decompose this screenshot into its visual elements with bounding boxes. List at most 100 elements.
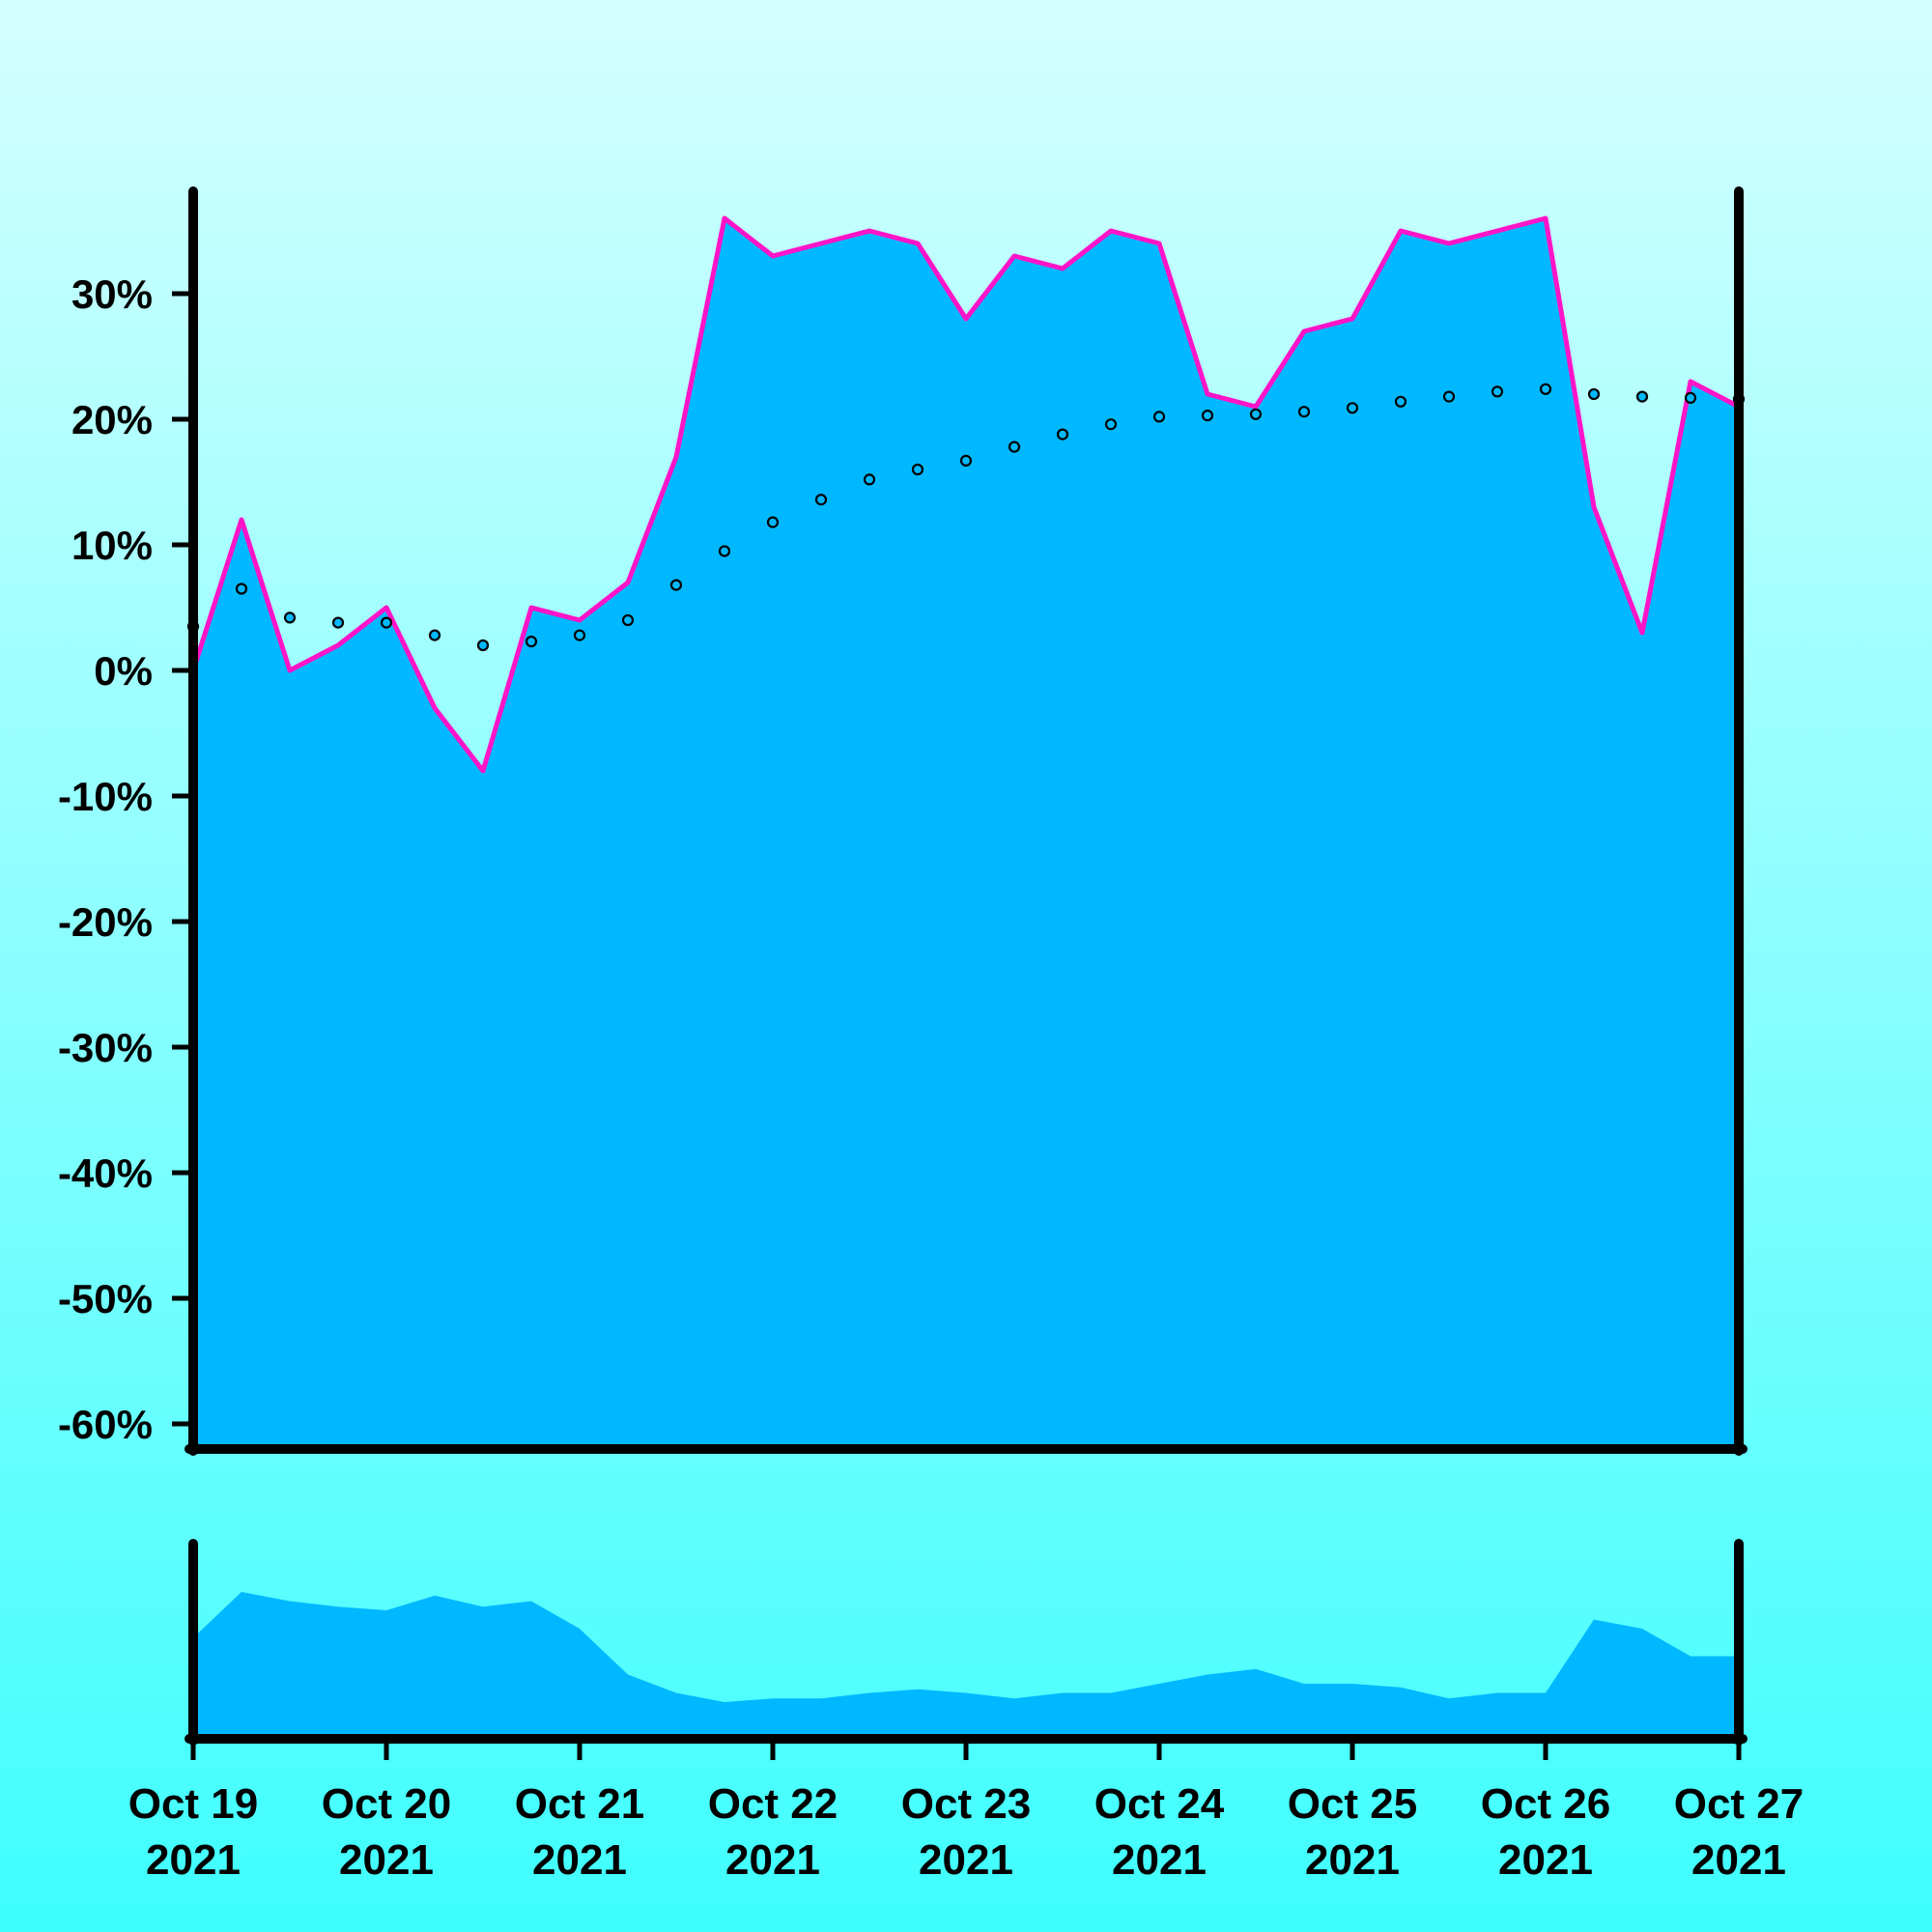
volume-bar bbox=[821, 1692, 869, 1739]
x-tick-label-date: Oct 21 bbox=[515, 1780, 645, 1828]
volume-bar bbox=[242, 1592, 290, 1739]
volume-bar bbox=[1690, 1656, 1739, 1739]
price-area bbox=[193, 218, 1739, 1449]
volume-bar bbox=[676, 1692, 724, 1739]
moving-average-point bbox=[863, 473, 876, 486]
moving-average-point bbox=[1539, 383, 1552, 395]
x-tick-label-date: Oct 20 bbox=[322, 1780, 452, 1828]
moving-average-point bbox=[380, 616, 393, 629]
volume-bar bbox=[435, 1595, 483, 1739]
y-tick-label: 30% bbox=[71, 271, 153, 317]
y-tick-label: 0% bbox=[94, 648, 153, 694]
moving-average-point bbox=[1684, 391, 1697, 404]
moving-average-point bbox=[1635, 390, 1649, 403]
volume-bar bbox=[1014, 1692, 1063, 1739]
moving-average-point bbox=[1297, 406, 1311, 418]
x-tick-label-date: Oct 19 bbox=[128, 1780, 259, 1828]
main-panel: 30% 20% 10% 0% -10% -20% -30% -40% -50% -60% bbox=[58, 186, 1747, 1456]
x-tick-label-year: 2021 bbox=[1112, 1836, 1207, 1884]
y-axis-ticks: 30% 20% 10% 0% -10% -20% -30% -40% -50% -60% bbox=[58, 271, 193, 1447]
volume-bar bbox=[869, 1689, 918, 1739]
x-tick-label-year: 2021 bbox=[146, 1836, 241, 1884]
x-tick-label-year: 2021 bbox=[532, 1836, 627, 1884]
x-tick-label-year: 2021 bbox=[339, 1836, 434, 1884]
x-tick-label-year: 2021 bbox=[919, 1836, 1013, 1884]
moving-average-point bbox=[1491, 385, 1504, 398]
moving-average-point bbox=[1587, 387, 1601, 401]
volume-bar bbox=[1111, 1684, 1159, 1739]
volume-bar bbox=[773, 1698, 821, 1739]
moving-average-point bbox=[1442, 390, 1456, 403]
volume-bar bbox=[1449, 1692, 1497, 1739]
moving-average-point bbox=[669, 579, 683, 591]
volume-bar bbox=[1159, 1674, 1208, 1739]
moving-average-point bbox=[1346, 402, 1359, 414]
moving-average-point bbox=[959, 454, 973, 467]
volume-bar bbox=[386, 1595, 435, 1739]
volume-bar bbox=[1546, 1619, 1594, 1739]
x-tick-label-date: Oct 27 bbox=[1674, 1780, 1804, 1828]
moving-average-point bbox=[1249, 408, 1263, 420]
moving-average-point bbox=[814, 494, 828, 506]
volume-bar bbox=[580, 1629, 628, 1739]
moving-average-point bbox=[1104, 418, 1118, 431]
volume-bar bbox=[531, 1601, 580, 1739]
y-tick-label: -50% bbox=[58, 1276, 153, 1321]
volume-bars bbox=[193, 1592, 1739, 1739]
volume-bar bbox=[724, 1698, 773, 1739]
volume-bar bbox=[1304, 1684, 1352, 1739]
moving-average-point bbox=[911, 463, 924, 476]
volume-bar bbox=[1594, 1619, 1642, 1739]
moving-average-point bbox=[525, 635, 538, 648]
x-tick-label-date: Oct 22 bbox=[708, 1780, 838, 1828]
x-tick-label-date: Oct 25 bbox=[1288, 1780, 1418, 1828]
x-tick-label-year: 2021 bbox=[1498, 1836, 1593, 1884]
moving-average-point bbox=[235, 582, 248, 595]
moving-average-point bbox=[1008, 440, 1021, 453]
moving-average-point bbox=[476, 639, 490, 652]
moving-average-point bbox=[283, 611, 297, 624]
moving-average-point bbox=[1201, 410, 1214, 422]
volume-bar bbox=[290, 1601, 338, 1739]
volume-bar bbox=[483, 1601, 531, 1739]
moving-average-point bbox=[1152, 411, 1166, 423]
moving-average-point bbox=[573, 629, 586, 641]
moving-average-point bbox=[428, 629, 441, 641]
x-tick-label-year: 2021 bbox=[725, 1836, 820, 1884]
volume-bar bbox=[193, 1592, 242, 1739]
moving-average-point bbox=[766, 516, 780, 528]
volume-bar bbox=[1063, 1692, 1111, 1739]
volume-panel: Oct 19 2021 Oct 20 2021 Oct 21 2021 Oct 22 2021… bbox=[128, 1539, 1804, 1884]
x-axis-ticks: Oct 19 2021 Oct 20 2021 Oct 21 2021 Oct 22 2021… bbox=[128, 1739, 1804, 1884]
x-tick-label-year: 2021 bbox=[1305, 1836, 1400, 1884]
x-tick-label-year: 2021 bbox=[1691, 1836, 1786, 1884]
x-tick-label-date: Oct 24 bbox=[1094, 1780, 1225, 1828]
y-tick-label: 10% bbox=[71, 523, 153, 568]
x-tick-label-date: Oct 23 bbox=[901, 1780, 1032, 1828]
y-tick-label: -40% bbox=[58, 1151, 153, 1196]
y-tick-label: -30% bbox=[58, 1025, 153, 1070]
volume-bar bbox=[1352, 1684, 1401, 1739]
volume-bar bbox=[1642, 1629, 1690, 1739]
moving-average-point bbox=[718, 545, 731, 557]
volume-bar bbox=[966, 1692, 1014, 1739]
volume-bar bbox=[1401, 1687, 1449, 1739]
y-tick-label: -10% bbox=[58, 774, 153, 819]
y-tick-label: 20% bbox=[71, 397, 153, 442]
volume-bar bbox=[1208, 1668, 1256, 1739]
y-tick-label: -60% bbox=[58, 1402, 153, 1447]
volume-bar bbox=[628, 1674, 676, 1739]
moving-average-point bbox=[1056, 428, 1069, 440]
volume-bar bbox=[338, 1606, 386, 1739]
moving-average-point bbox=[331, 616, 345, 629]
x-tick-label-date: Oct 26 bbox=[1481, 1780, 1611, 1828]
price-edge-line bbox=[190, 215, 1741, 774]
volume-bar bbox=[918, 1689, 966, 1739]
moving-average-point bbox=[1394, 395, 1407, 408]
moving-average-series bbox=[186, 383, 1746, 652]
volume-bar bbox=[1497, 1692, 1546, 1739]
volume-bar bbox=[1256, 1668, 1304, 1739]
y-tick-label: -20% bbox=[58, 899, 153, 945]
moving-average-point bbox=[621, 613, 635, 627]
